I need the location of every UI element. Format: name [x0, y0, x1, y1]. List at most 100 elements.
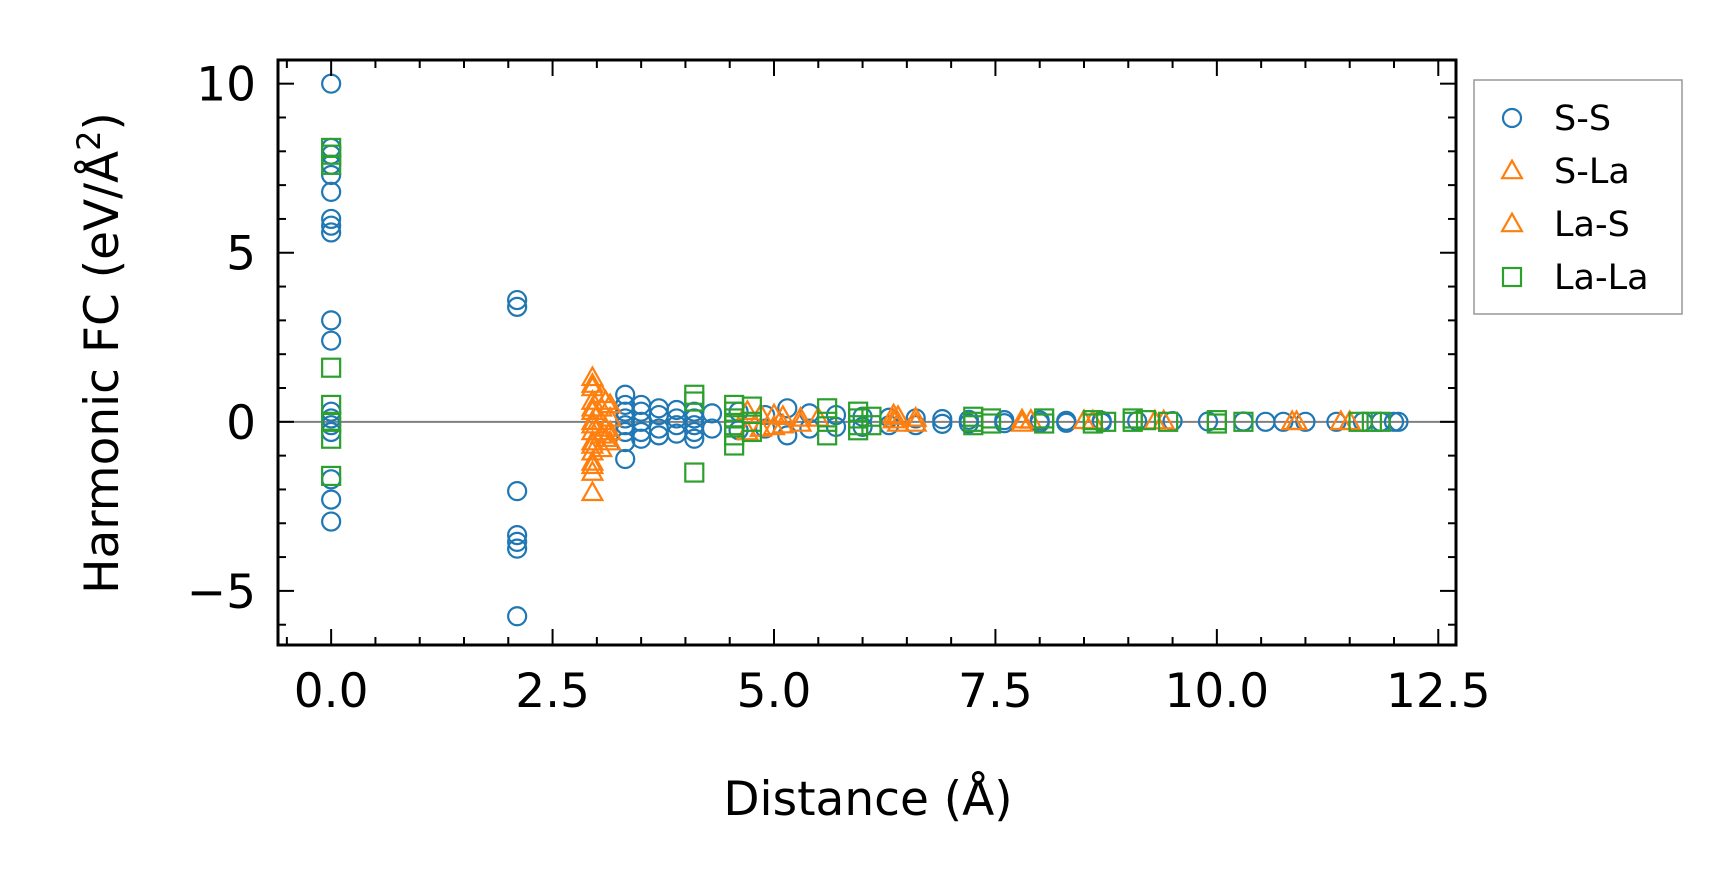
data-point	[507, 525, 528, 546]
x-tick-label: 12.5	[1386, 664, 1491, 719]
data-point	[580, 480, 605, 502]
data-point	[580, 412, 605, 434]
data-point	[580, 439, 605, 461]
series-la-s	[580, 372, 1362, 475]
data-point	[321, 465, 342, 487]
data-point	[1206, 413, 1227, 434]
data-point	[580, 372, 605, 393]
legend-marker	[1501, 107, 1523, 129]
y-axis-title-main: Harmonic FC (eV/Å	[75, 151, 130, 594]
ticks-layer	[278, 60, 1456, 645]
data-point	[771, 404, 795, 426]
data-point	[886, 410, 910, 432]
data-point	[788, 405, 813, 427]
data-point	[762, 414, 786, 436]
data-point	[321, 154, 342, 175]
y-axis-title: Harmonic FC (eV/Å2)	[70, 112, 130, 594]
data-point	[593, 388, 618, 410]
data-point	[321, 208, 342, 230]
data-point	[724, 435, 745, 456]
data-point	[848, 420, 869, 441]
data-point	[777, 398, 798, 419]
legend-box	[1473, 79, 1683, 315]
data-point	[321, 330, 342, 351]
data-point	[1326, 411, 1347, 432]
y-tick-label: 5	[226, 227, 256, 282]
data-point	[507, 296, 528, 317]
data-point	[580, 388, 605, 410]
data-point	[580, 399, 605, 420]
data-point	[507, 481, 528, 502]
data-point	[507, 538, 528, 559]
data-point	[932, 413, 953, 434]
data-point	[903, 410, 928, 432]
data-point	[1284, 409, 1309, 431]
data-point	[321, 489, 342, 510]
legend-label: La-La	[1554, 258, 1649, 298]
series-la-la	[321, 137, 1391, 487]
legend-label: S-La	[1554, 152, 1630, 192]
data-point	[598, 392, 622, 414]
data-point	[615, 448, 636, 470]
data-point	[593, 415, 618, 437]
data-point	[817, 411, 838, 432]
data-point	[1056, 412, 1077, 433]
series-s-s	[321, 73, 1409, 627]
data-point	[1273, 411, 1294, 432]
data-point	[741, 411, 762, 432]
data-point	[1295, 411, 1316, 432]
data-point	[741, 396, 762, 417]
legend: S-S S-La La-S La-La	[1473, 79, 1683, 315]
data-point	[777, 425, 798, 446]
data-point	[321, 154, 342, 175]
data-point	[701, 403, 723, 424]
legend-marker	[1500, 158, 1524, 180]
data-point	[321, 511, 342, 532]
data-point	[886, 404, 910, 426]
data-point	[580, 459, 605, 481]
data-point	[580, 429, 605, 451]
data-point	[580, 365, 605, 387]
data-point	[788, 410, 813, 432]
data-point	[321, 215, 342, 236]
data-point	[881, 407, 906, 429]
legend-marker	[1501, 266, 1523, 288]
data-point	[593, 426, 618, 448]
data-point	[903, 405, 928, 427]
data-point	[684, 462, 705, 483]
y-axis-title-close: )	[75, 112, 130, 130]
data-point	[321, 310, 342, 331]
data-point	[1135, 410, 1157, 431]
y-tick-label: 10	[196, 58, 256, 113]
data-point	[684, 384, 705, 405]
y-tick-label: −5	[187, 565, 256, 620]
data-point	[507, 531, 528, 552]
x-tick-label: 2.5	[515, 664, 590, 719]
data-point	[1010, 410, 1034, 432]
data-point	[580, 375, 605, 397]
y-axis-title-superscript: 2	[70, 130, 108, 150]
x-axis-title: Distance (Å)	[723, 772, 1012, 827]
data-point	[817, 398, 838, 419]
data-point	[1096, 411, 1117, 432]
data-point	[580, 453, 605, 475]
data-point	[701, 418, 723, 439]
x-tick-label: 5.0	[737, 664, 812, 719]
legend-label: La-S	[1554, 205, 1630, 245]
data-point	[321, 428, 342, 449]
tick-labels-layer: 0.0 2.5 5.0 7.5 10.0 12.5 −5 0 5 10	[187, 58, 1491, 719]
data-point	[321, 73, 342, 94]
data-point	[817, 425, 838, 446]
data-point	[507, 289, 528, 311]
data-point	[684, 391, 705, 412]
data-point	[1158, 411, 1179, 432]
data-point	[321, 164, 342, 186]
x-tick-label: 0.0	[294, 664, 369, 719]
x-tick-label: 10.0	[1165, 664, 1270, 719]
legend-marker	[1500, 211, 1524, 233]
data-point	[861, 415, 882, 436]
y-tick-label: 0	[226, 396, 256, 451]
data-point	[684, 428, 705, 449]
data-point	[598, 429, 622, 451]
